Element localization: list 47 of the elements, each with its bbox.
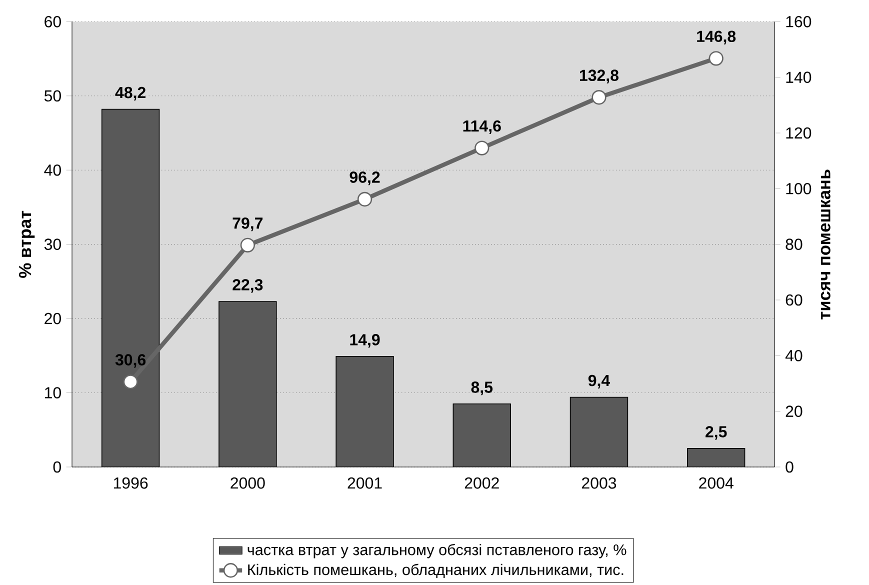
y2-tick-label: 120 [786, 127, 812, 139]
data-label: 96,2 [350, 172, 380, 186]
y-tick-label: 0 [53, 461, 61, 473]
data-label: 79,7 [232, 217, 263, 232]
bar [452, 404, 511, 467]
y-axis-title: % втрат [18, 210, 35, 278]
y-tick-label: 30 [44, 238, 61, 250]
x-tick-label: 2003 [582, 477, 616, 489]
y-tick-label: 40 [44, 164, 61, 176]
legend-label: Кількість помешкань, обладнаних лічильниками, тис. [248, 564, 624, 578]
x-tick-label: 2001 [348, 477, 382, 489]
y2-tick-label: 140 [786, 72, 812, 83]
y-tick-label: 50 [44, 90, 61, 102]
y-tick-label: 60 [44, 16, 61, 28]
bar [570, 396, 628, 467]
data-label: 14,9 [350, 334, 380, 348]
point [357, 192, 372, 207]
x-tick-label: 1996 [114, 477, 148, 489]
data-label: 9,4 [588, 374, 610, 388]
data-label: 146,8 [697, 30, 736, 44]
x-tick-label: 2000 [230, 477, 265, 489]
x-tick-label: 2004 [699, 477, 734, 489]
point [240, 238, 256, 252]
data-label: 48,2 [115, 86, 146, 101]
y2-tick-label: 160 [786, 16, 812, 28]
y2-tick-label: 100 [786, 183, 812, 194]
data-label: 8,5 [471, 382, 493, 396]
point [123, 374, 138, 390]
y-tick-label: 10 [45, 387, 61, 398]
point [474, 140, 490, 156]
data-label: 30,6 [115, 354, 146, 368]
bar [687, 448, 746, 467]
y2-axis-title: тисяч помешкань [820, 170, 830, 320]
y-tick-label: 20 [44, 312, 61, 324]
data-label: 22,3 [232, 279, 263, 293]
y2-tick-label: 60 [786, 294, 802, 306]
point [592, 90, 606, 105]
y2-tick-label: 80 [786, 238, 802, 250]
y2-tick-label: 40 [785, 350, 802, 362]
y2-tick-label: 0 [786, 461, 794, 473]
data-label: 114,6 [463, 120, 501, 134]
point [708, 51, 724, 66]
legend-label: частка втрат у загальному обсязі пставленого газу, % [248, 544, 626, 558]
y2-tick-label: 20 [786, 406, 802, 417]
x-tick-label: 2002 [464, 477, 499, 489]
data-label: 2,5 [706, 426, 727, 440]
data-label: 132,8 [580, 70, 619, 84]
